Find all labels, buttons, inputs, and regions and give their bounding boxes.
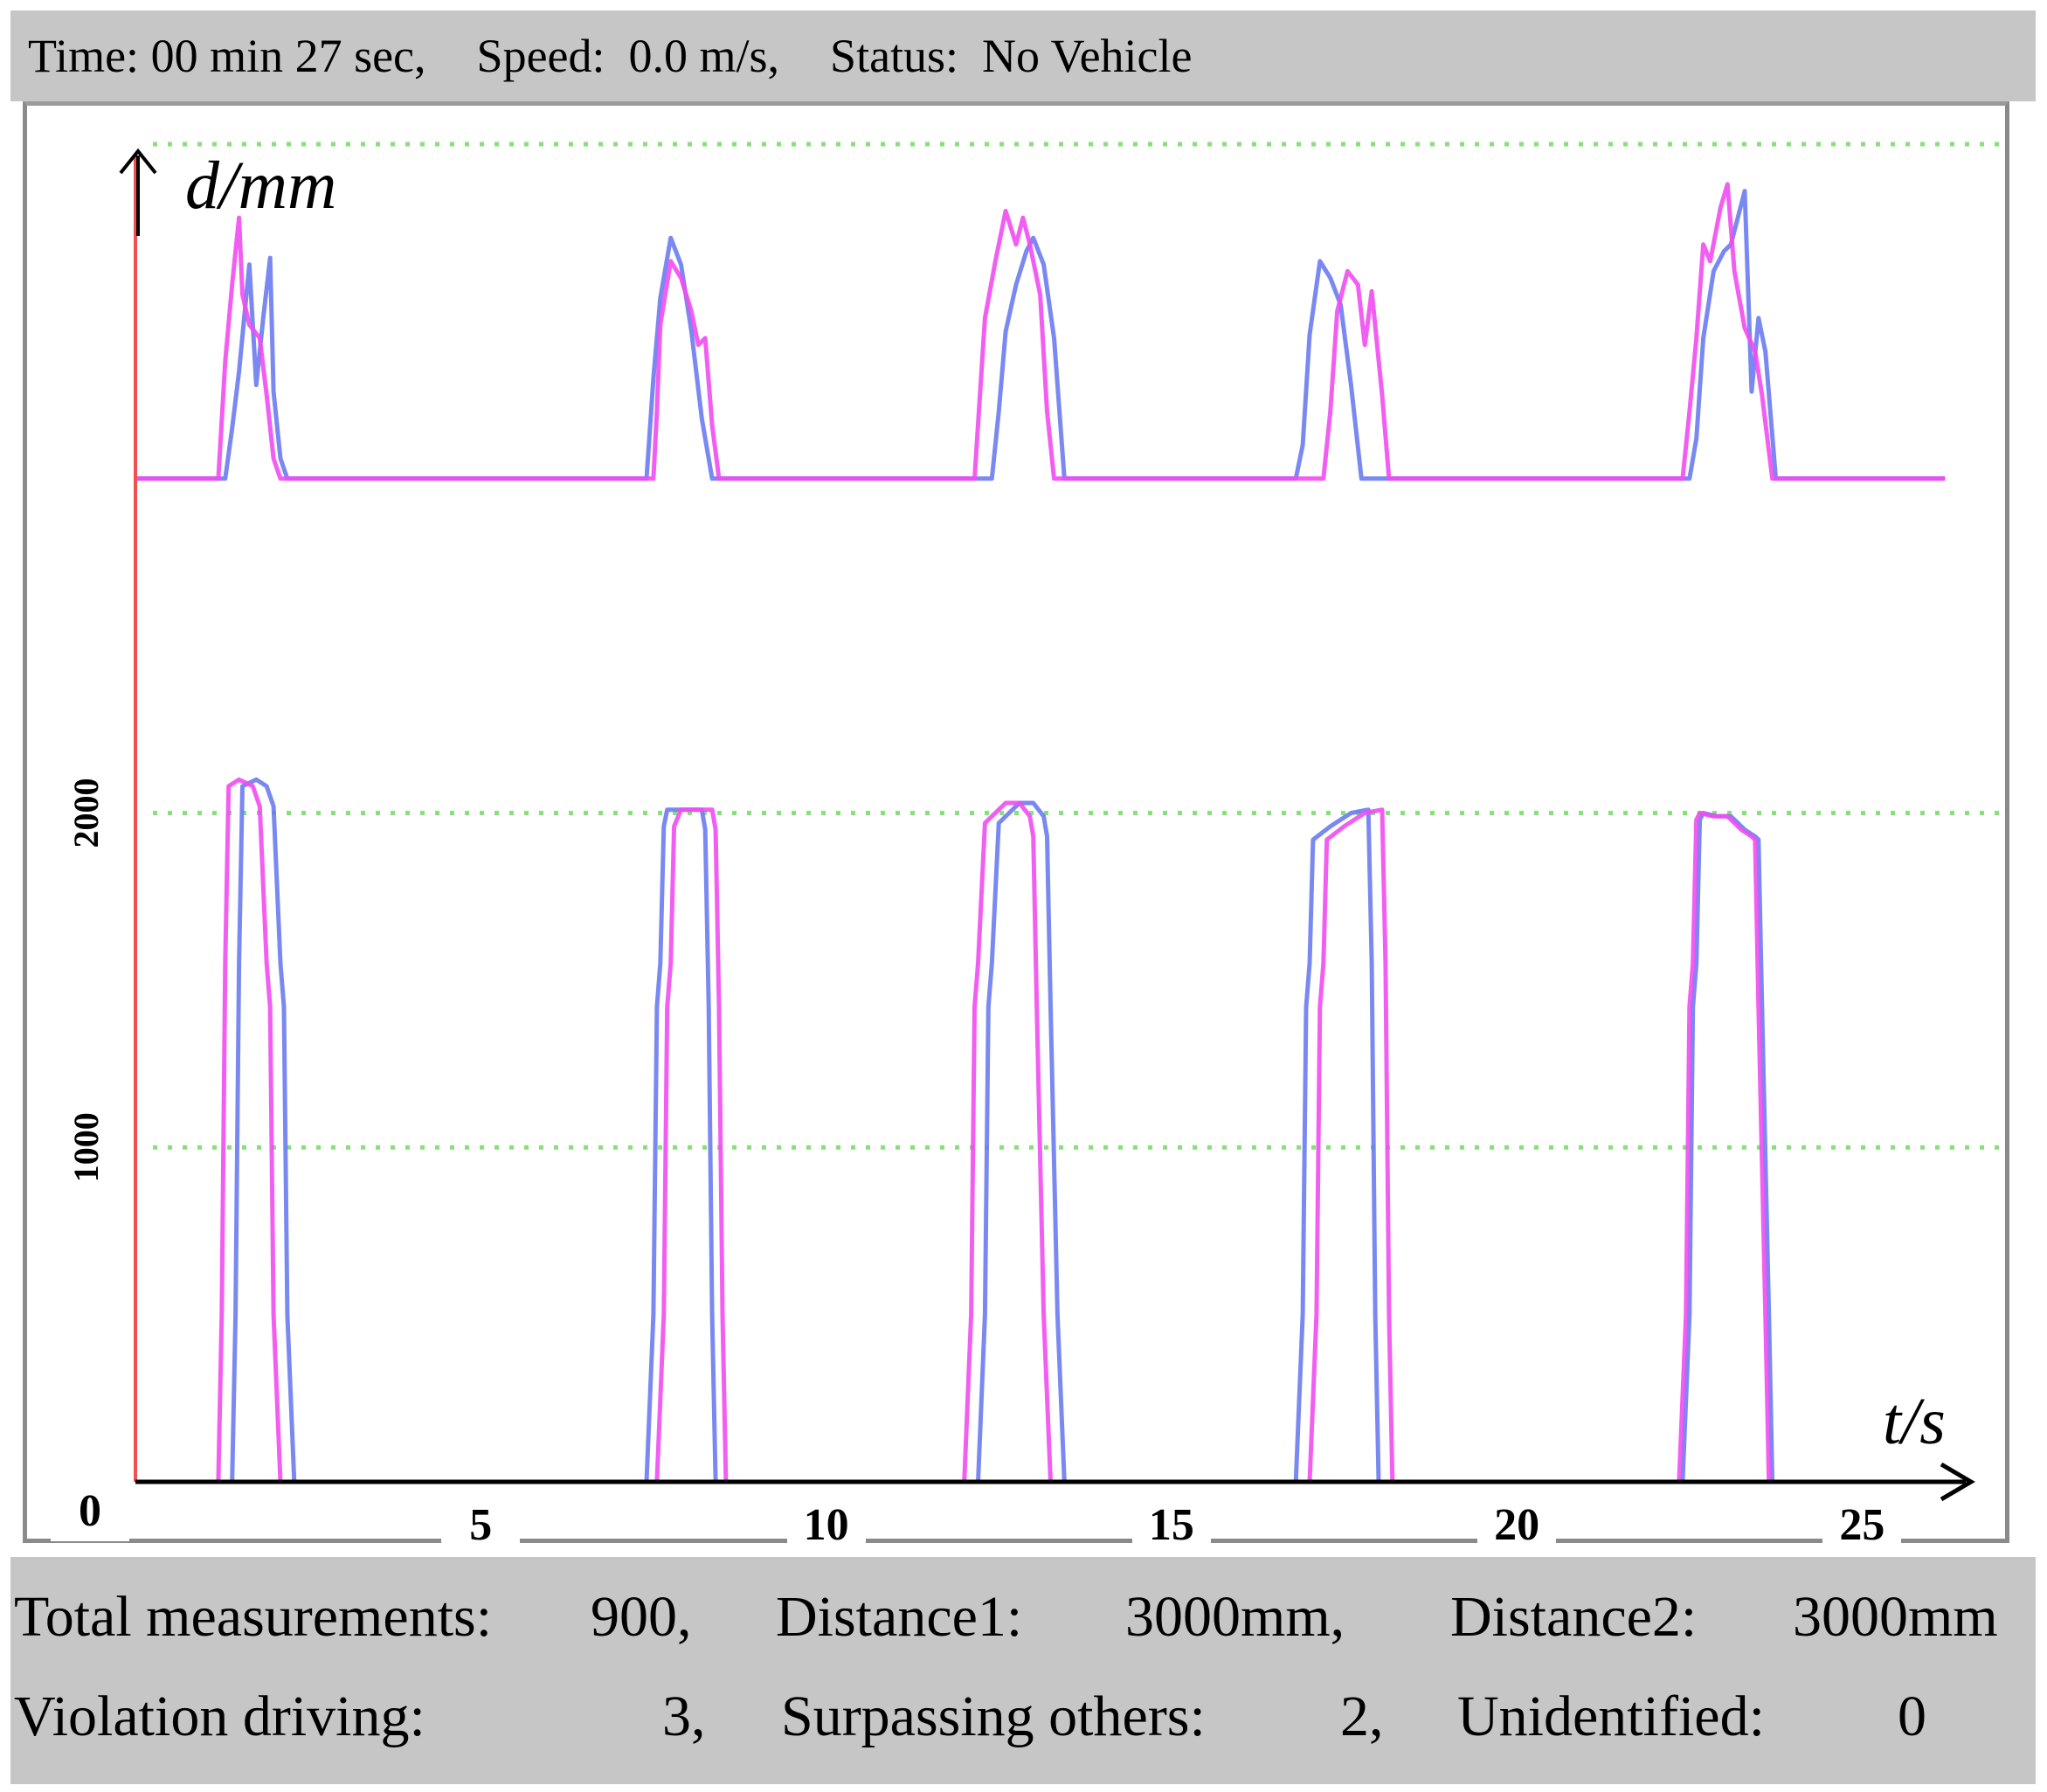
x-tick-label: 15 — [1131, 1496, 1211, 1555]
series-line-2 — [135, 189, 1946, 481]
vehicle-status: Status: No Vehicle — [830, 30, 1193, 82]
total-measurements-label: Total measurements: — [14, 1585, 493, 1649]
chart-frame — [23, 101, 2009, 1543]
y-tick-label: 1000 — [66, 1112, 106, 1182]
x-tick-label: 10 — [786, 1496, 866, 1555]
distance2-label: Distance2: — [1450, 1585, 1698, 1649]
unidentified-value: 0 — [1898, 1685, 1926, 1748]
time-readout: Time: 00 min 27 sec, — [28, 30, 426, 82]
unidentified-label: Unidentified: — [1457, 1685, 1765, 1748]
total-measurements-value: 900, — [591, 1585, 692, 1649]
series-line-1 — [135, 777, 1946, 1484]
x-tick-label: 20 — [1477, 1496, 1557, 1555]
series-line-0 — [135, 777, 1946, 1484]
y-axis-label: d/mm — [185, 147, 336, 223]
x-axis-arrow — [1940, 1462, 1975, 1502]
gridlines — [153, 142, 2002, 1150]
x-axis-label: t/s — [1883, 1385, 1946, 1458]
series-line-3 — [135, 182, 1946, 481]
violation-driving-value: 3, — [662, 1685, 706, 1748]
x-tick-label: 0 — [51, 1482, 129, 1541]
distance1-value: 3000mm, — [1125, 1585, 1345, 1649]
y-axis-arrow — [119, 148, 157, 175]
stats-row-1: Total measurements: 900, Distance1: 3000… — [10, 1569, 2036, 1665]
surpassing-others-label: Surpassing others: — [781, 1685, 1206, 1748]
surpassing-others-value: 2, — [1340, 1685, 1384, 1748]
x-tick-label: 5 — [441, 1496, 521, 1555]
series-group — [135, 182, 1946, 1484]
y-tick-labels: 1000 2000 — [66, 778, 106, 1183]
violation-driving-label: Violation driving: — [14, 1685, 425, 1748]
statistics-panel: Total measurements: 900, Distance1: 3000… — [10, 1557, 2036, 1784]
speed-readout: Speed: 0.0 m/s, — [476, 30, 780, 82]
status-bar: Time: 00 min 27 sec, Speed: 0.0 m/s, Sta… — [10, 10, 2036, 101]
x-tick-label: 25 — [1822, 1496, 1902, 1555]
distance2-value: 3000mm — [1793, 1585, 1998, 1649]
distance-time-chart: d/mm t/s 1000 2000 — [66, 142, 2002, 1502]
y-tick-label: 2000 — [66, 778, 106, 848]
axes: d/mm t/s — [119, 147, 1975, 1502]
distance1-label: Distance1: — [776, 1585, 1023, 1649]
stats-row-2: Violation driving: 3, Surpassing others:… — [10, 1669, 2036, 1765]
